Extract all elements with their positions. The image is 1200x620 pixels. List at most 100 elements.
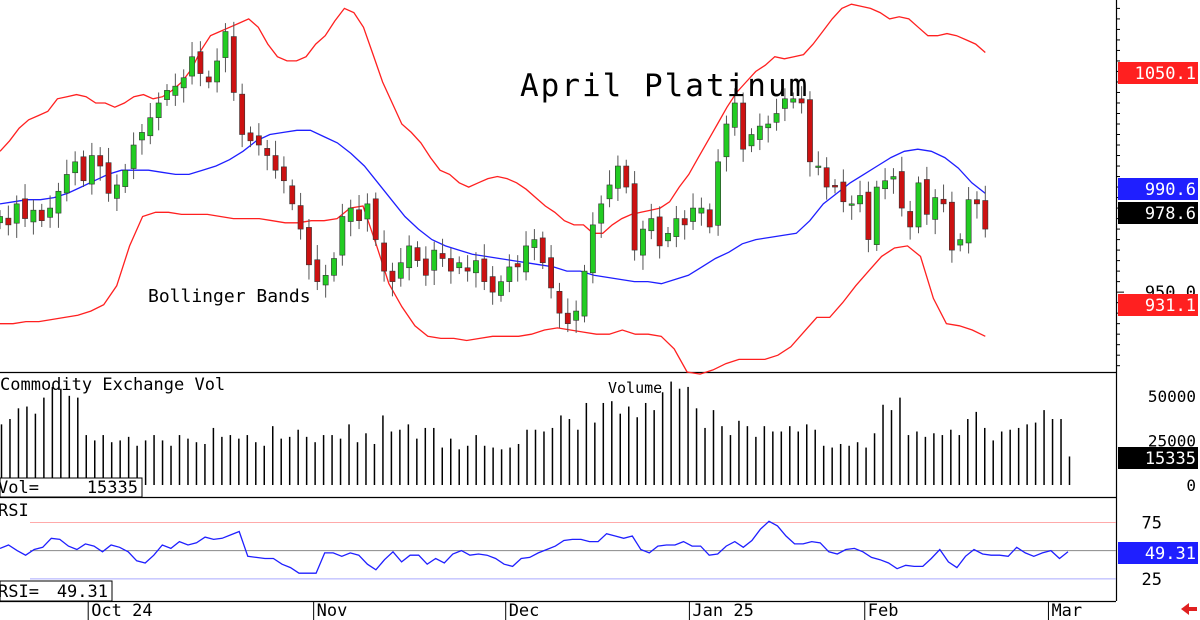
candle-body xyxy=(790,98,797,103)
candle xyxy=(873,180,880,251)
candle-body xyxy=(247,132,254,142)
candle xyxy=(180,69,187,103)
candle xyxy=(122,163,129,193)
candle xyxy=(255,123,262,156)
candle xyxy=(606,170,613,208)
candle-body xyxy=(22,198,28,219)
candle-body xyxy=(364,203,371,220)
candle xyxy=(139,124,145,155)
rsi-levels xyxy=(30,521,1116,580)
candle-body xyxy=(832,185,838,188)
candle-body xyxy=(80,156,87,182)
candle-body xyxy=(205,76,212,83)
candle xyxy=(214,48,220,93)
candle xyxy=(723,115,730,172)
candle-body xyxy=(289,185,296,205)
candle-body xyxy=(514,263,521,268)
candle xyxy=(823,157,830,200)
candle-body xyxy=(356,209,362,221)
candle xyxy=(272,140,279,179)
candle-body xyxy=(130,144,137,169)
candle-body xyxy=(673,218,680,237)
scroll-left-arrow-icon[interactable] xyxy=(1181,603,1197,615)
candle xyxy=(389,262,396,297)
candle xyxy=(105,147,112,202)
middle-band-line xyxy=(0,129,986,285)
candle xyxy=(790,92,797,109)
candle-body xyxy=(857,195,863,205)
candle xyxy=(464,255,471,282)
candle-body xyxy=(55,190,62,214)
candle xyxy=(222,23,229,73)
candle xyxy=(331,252,337,282)
time-axis-label: Jan 25 xyxy=(692,601,753,620)
candle xyxy=(623,159,630,194)
lower-band-badge: 931.1 xyxy=(1118,294,1198,316)
candle-body xyxy=(272,155,279,171)
candle-body xyxy=(523,245,529,273)
candle xyxy=(840,169,847,213)
candle xyxy=(965,187,972,254)
candle xyxy=(614,155,621,201)
candle xyxy=(164,84,170,106)
candle-body xyxy=(464,267,471,272)
candle-body xyxy=(815,165,822,168)
candle xyxy=(773,98,780,131)
candle xyxy=(514,255,521,282)
candle xyxy=(923,166,930,225)
candle xyxy=(890,168,897,194)
candle xyxy=(681,210,688,240)
candle xyxy=(314,245,321,291)
candle-body xyxy=(648,218,655,232)
candle-body xyxy=(264,148,271,156)
candle-body xyxy=(589,224,596,274)
candle xyxy=(72,151,79,186)
candle-body xyxy=(974,199,980,205)
candle xyxy=(339,203,346,266)
candle xyxy=(38,203,45,227)
candle-body xyxy=(72,161,79,174)
candle xyxy=(807,91,813,177)
candle xyxy=(781,88,788,122)
candle-body xyxy=(723,123,730,158)
candle-body xyxy=(164,90,170,100)
candle xyxy=(982,185,989,238)
candle xyxy=(88,142,95,195)
candle-body xyxy=(581,270,588,317)
candle-body xyxy=(598,203,605,224)
candle-body xyxy=(481,258,488,282)
candle-body xyxy=(564,312,571,324)
candle-body xyxy=(606,184,613,200)
candle-body xyxy=(13,203,20,224)
candle-body xyxy=(372,198,379,240)
candle-body xyxy=(982,200,989,230)
candle-body xyxy=(948,201,955,251)
candle-body xyxy=(255,135,262,146)
candle-body xyxy=(414,247,421,261)
volume-badge: 15335 xyxy=(1118,447,1198,469)
volume-readout-value: 15335 xyxy=(87,478,138,498)
time-axis: Oct 24 Nov Dec Jan 25 Feb Mar xyxy=(87,601,1082,620)
candle-body xyxy=(807,99,813,163)
candle-body xyxy=(773,113,780,123)
candle xyxy=(481,244,488,291)
candle xyxy=(5,205,12,236)
candle-body xyxy=(506,266,513,282)
bollinger-bands xyxy=(0,3,986,375)
time-axis-label: Dec xyxy=(509,601,540,620)
candle xyxy=(815,151,822,176)
candle xyxy=(114,174,120,212)
candle xyxy=(656,206,663,259)
candle-body xyxy=(823,167,830,188)
candle xyxy=(915,176,922,234)
candle xyxy=(55,182,62,228)
rsi-badge: 49.31 xyxy=(1118,542,1198,564)
candle-body xyxy=(222,31,229,58)
candle xyxy=(397,248,404,287)
candle-body xyxy=(731,102,738,128)
candle-body xyxy=(965,199,972,244)
candle-body xyxy=(97,155,104,167)
candle xyxy=(865,181,872,253)
candle xyxy=(422,246,429,286)
candle-body xyxy=(322,275,329,286)
